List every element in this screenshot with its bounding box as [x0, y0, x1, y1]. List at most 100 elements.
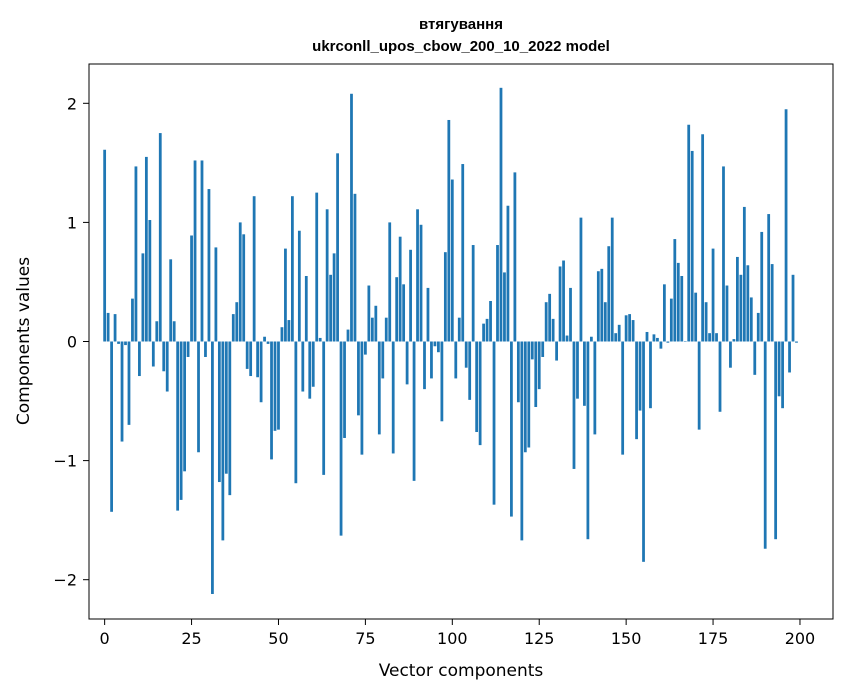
- bar: [610, 217, 614, 342]
- bar: [350, 93, 353, 342]
- bar: [784, 109, 788, 342]
- bar: [503, 272, 506, 342]
- bar: [106, 312, 110, 342]
- bar: [367, 285, 371, 342]
- bar: [687, 124, 691, 342]
- bar: [513, 172, 517, 342]
- bar: [715, 333, 718, 342]
- bar: [224, 341, 228, 474]
- y-tick-label: 0: [67, 333, 77, 352]
- bar: [492, 341, 496, 505]
- bar: [374, 305, 378, 342]
- x-tick-label: 25: [181, 629, 201, 648]
- bar: [169, 259, 173, 342]
- bar: [204, 341, 207, 357]
- bar: [551, 318, 555, 342]
- bar: [339, 341, 343, 536]
- bar: [624, 315, 628, 342]
- bar: [683, 341, 687, 342]
- bar: [221, 341, 225, 541]
- y-tick-label: 2: [67, 94, 77, 113]
- bar: [576, 341, 579, 399]
- bar: [443, 252, 447, 342]
- bar: [516, 341, 520, 403]
- chart-subtitle: ukrconll_upos_cbow_200_10_2022 model: [312, 38, 610, 55]
- x-tick-label: 0: [100, 629, 110, 648]
- bar: [280, 327, 284, 342]
- bar: [680, 275, 684, 342]
- bar: [527, 341, 531, 448]
- bar: [117, 341, 120, 344]
- bar: [252, 196, 256, 342]
- bar: [322, 341, 326, 475]
- bar: [645, 331, 649, 342]
- bar: [763, 341, 767, 549]
- bar: [336, 153, 339, 342]
- bar: [217, 341, 221, 483]
- bar: [127, 341, 131, 425]
- bar: [478, 341, 482, 446]
- bar: [711, 248, 715, 342]
- bar: [746, 265, 750, 342]
- bar: [742, 206, 746, 342]
- bar: [496, 245, 499, 342]
- bar: [388, 222, 392, 342]
- bar: [530, 341, 534, 360]
- bar: [402, 284, 406, 342]
- bar: [749, 297, 753, 342]
- bar: [249, 341, 253, 377]
- bar: [457, 317, 461, 342]
- chart-title: втягування: [419, 16, 503, 33]
- x-tick-label: 100: [437, 629, 468, 648]
- bar: [482, 323, 485, 342]
- bar: [791, 274, 795, 342]
- bar: [325, 209, 329, 342]
- bar: [423, 341, 426, 390]
- y-tick-label: −1: [53, 452, 77, 471]
- bar: [628, 314, 632, 342]
- bar: [795, 341, 798, 343]
- bar: [263, 336, 266, 342]
- bar: [489, 301, 492, 342]
- bar: [583, 341, 586, 406]
- bar: [676, 262, 680, 342]
- bar: [440, 341, 444, 422]
- bar: [437, 341, 440, 353]
- bar: [158, 133, 162, 342]
- x-axis-ticks: 0 25 50 75 100 125 150 175 200: [100, 619, 815, 648]
- bar: [673, 239, 677, 342]
- bar: [649, 341, 652, 409]
- bar: [353, 193, 357, 342]
- bar: [607, 246, 611, 342]
- bar: [155, 321, 159, 342]
- bar: [718, 341, 722, 412]
- bar: [739, 274, 743, 342]
- x-tick-label: 150: [611, 629, 642, 648]
- bar: [148, 220, 152, 342]
- bar: [506, 205, 510, 342]
- bar: [642, 341, 645, 562]
- bar: [183, 341, 186, 472]
- bar: [360, 341, 364, 455]
- bar: [294, 341, 298, 484]
- bar: [377, 341, 381, 435]
- bar: [732, 339, 736, 342]
- bar: [760, 231, 764, 342]
- bar: [510, 341, 513, 517]
- bar: [659, 341, 663, 349]
- bar: [788, 341, 791, 373]
- bar: [134, 166, 138, 342]
- bar: [548, 293, 552, 342]
- bar: [364, 341, 367, 355]
- bar: [461, 164, 465, 342]
- bar: [256, 341, 260, 378]
- bar: [357, 341, 360, 416]
- bar: [617, 324, 621, 342]
- bar: [138, 341, 141, 377]
- bar: [708, 333, 711, 342]
- bar: [694, 292, 698, 342]
- bar: [311, 341, 315, 387]
- bar: [656, 337, 659, 342]
- bar: [767, 214, 771, 342]
